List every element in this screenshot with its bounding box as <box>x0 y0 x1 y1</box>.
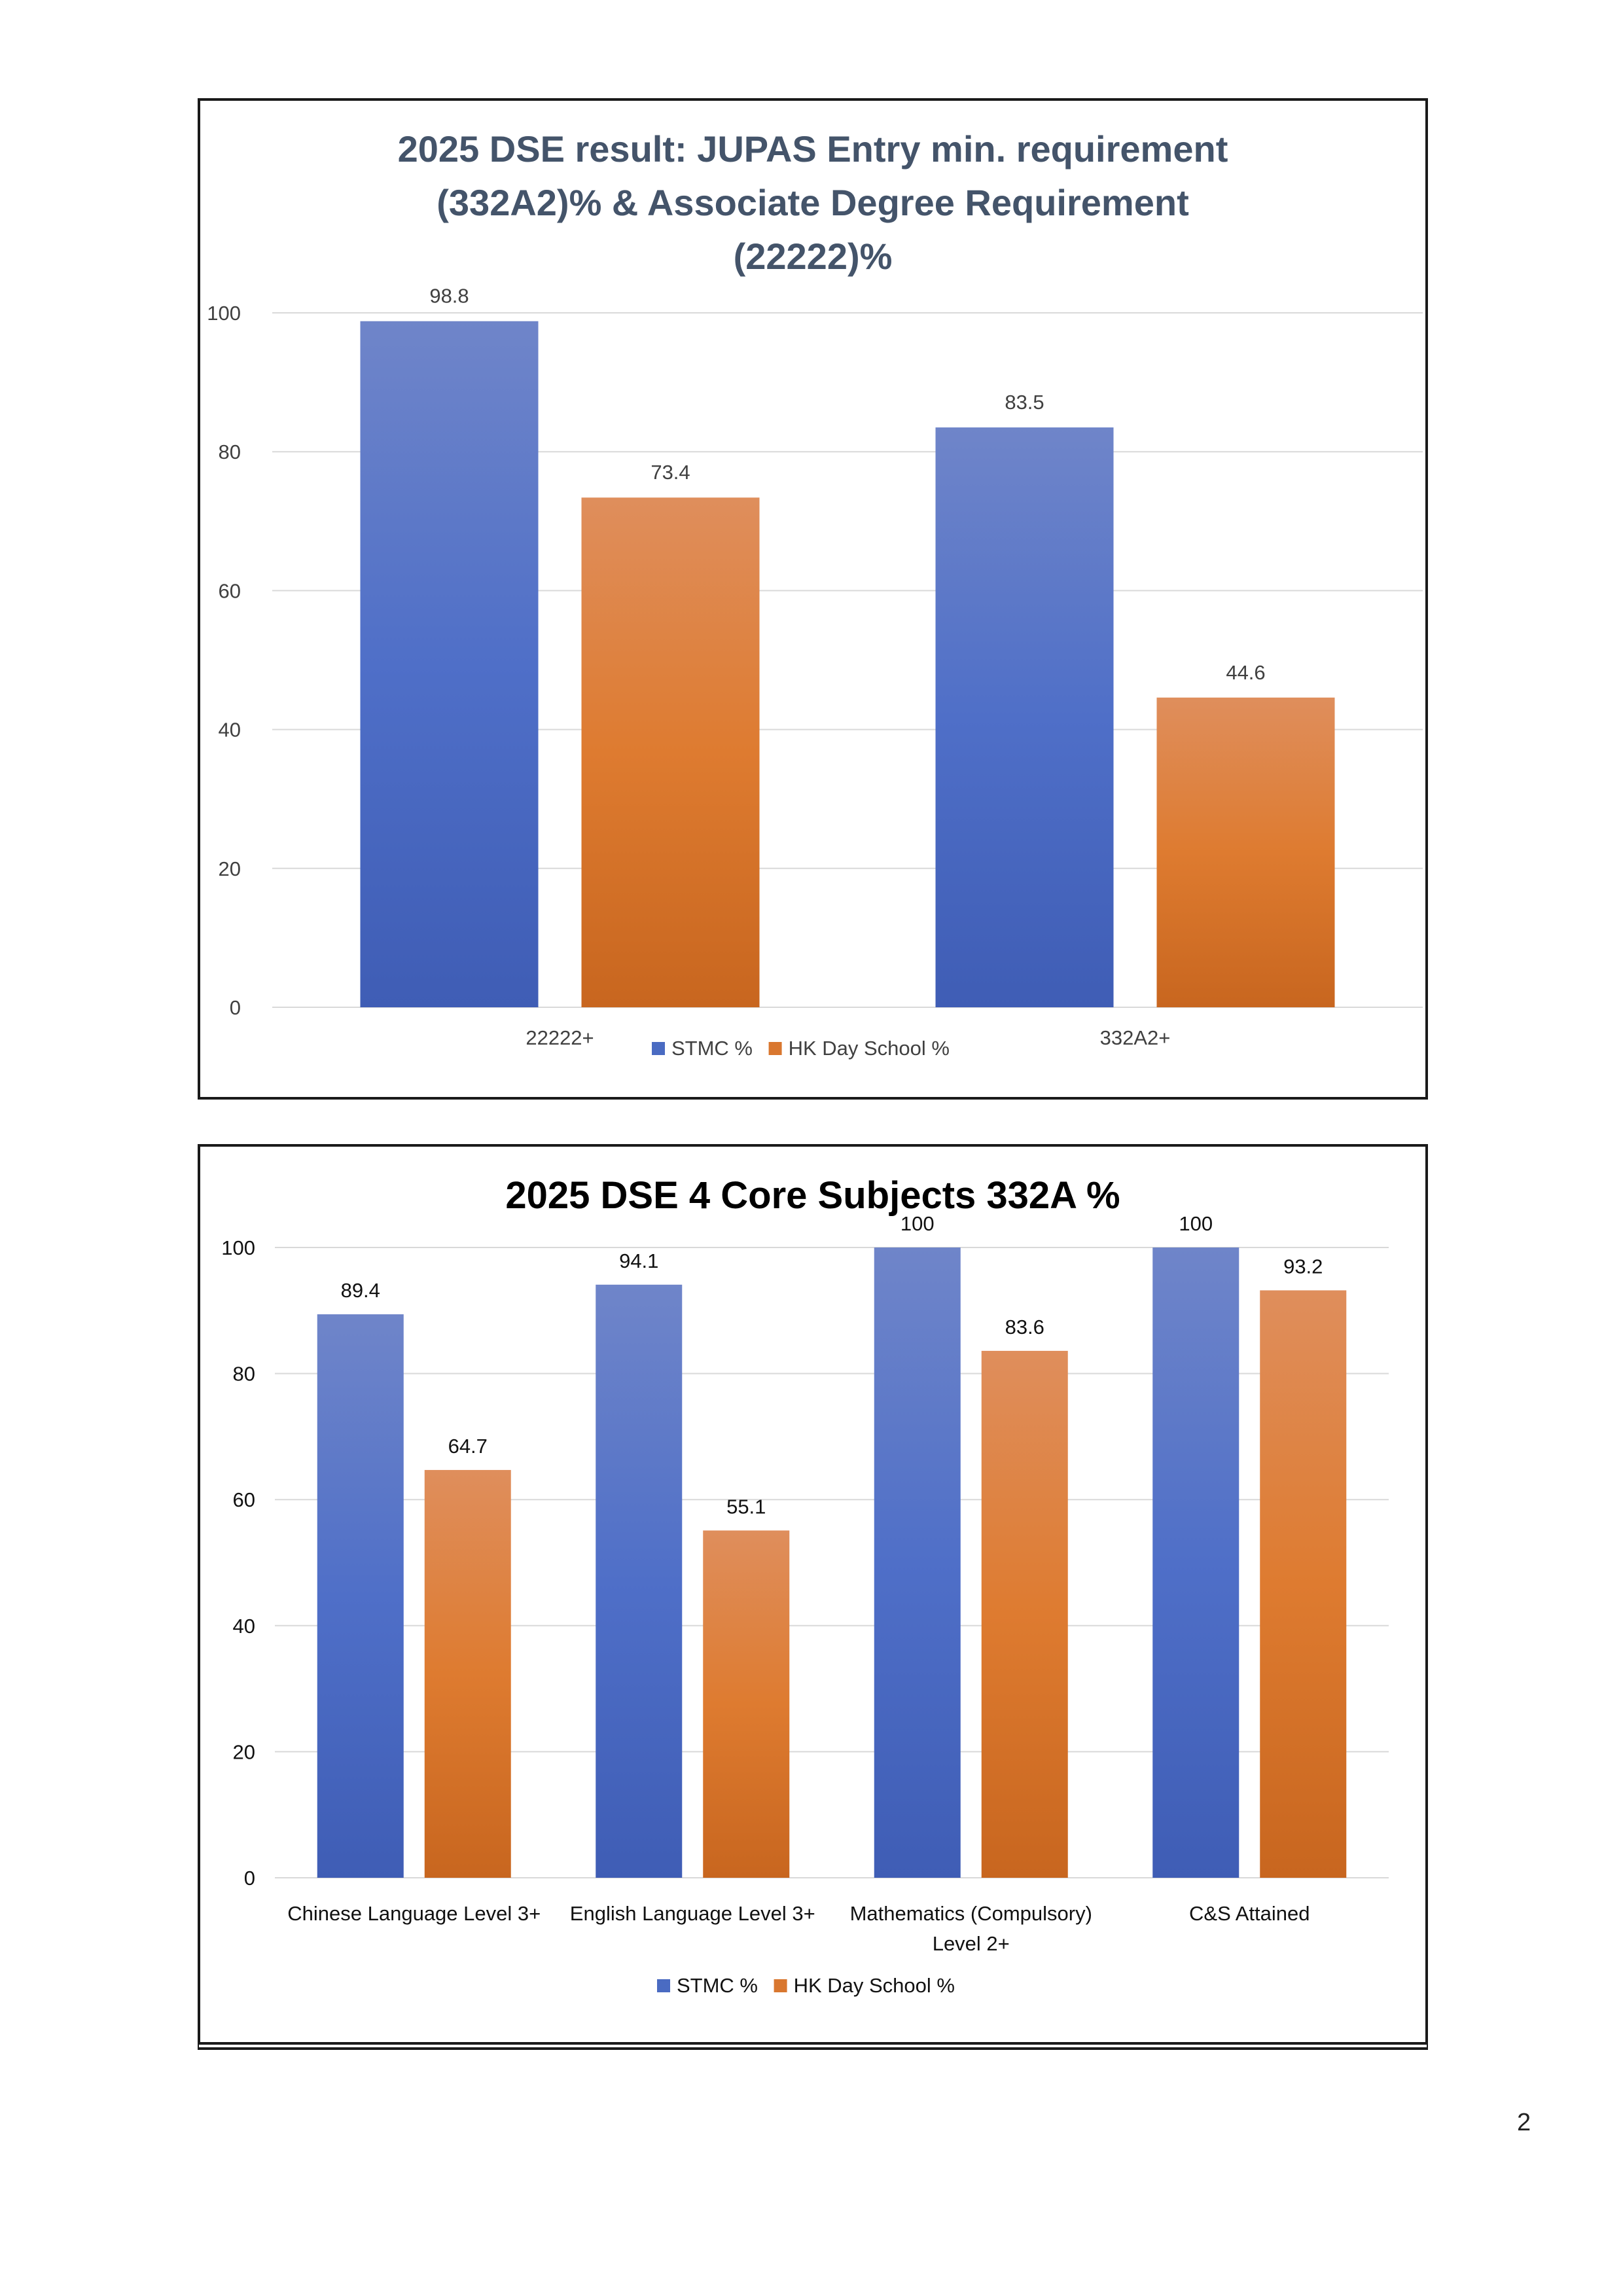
y-tick-label: 80 <box>219 440 241 463</box>
data-label: 93.2 <box>1283 1255 1323 1278</box>
data-label: 83.5 <box>1005 391 1044 414</box>
legend-label: STMC % <box>671 1037 753 1060</box>
hk-day-school-bar <box>981 1350 1068 1878</box>
data-label: 98.8 <box>429 285 469 308</box>
x-tick-label: Mathematics (Compulsory) <box>850 1902 1092 1925</box>
y-tick-label: 100 <box>221 1236 255 1259</box>
legend-swatch <box>652 1042 665 1055</box>
y-tick-label: 60 <box>233 1488 255 1511</box>
y-tick-label: 0 <box>244 1867 255 1890</box>
data-label: 94.1 <box>619 1249 658 1272</box>
chart-title: 2025 DSE result: JUPAS Entry min. requir… <box>398 128 1228 170</box>
legend-swatch <box>768 1042 782 1055</box>
chart-title: (22222)% <box>734 236 893 277</box>
legend-swatch <box>774 1979 787 1992</box>
hk-day-school-bar <box>1260 1290 1347 1878</box>
chart-2: 0 20 40 60 80 100 89.4 94.1 100 100 64.7 55.1 83.6 9… <box>221 1174 1389 1997</box>
x-tick-label: 332A2+ <box>1100 1026 1171 1049</box>
legend-swatch <box>657 1979 670 1992</box>
x-tick-label: Level 2+ <box>933 1932 1010 1955</box>
chart-1-frame: 0 20 40 60 80 100 98.8 83.5 73.4 44.6 22222+ 332A… <box>198 98 1428 1100</box>
stmc-bar <box>1152 1247 1240 1878</box>
legend-label: HK Day School % <box>789 1037 950 1060</box>
data-label: 64.7 <box>448 1435 488 1458</box>
data-label: 44.6 <box>1226 661 1265 684</box>
hk-day-school-bar <box>581 497 760 1007</box>
y-tick-label: 20 <box>219 857 241 880</box>
data-label: 73.4 <box>651 461 690 484</box>
chart-1: 0 20 40 60 80 100 98.8 83.5 73.4 44.6 22222+ 332A… <box>207 128 1423 1060</box>
y-tick-label: 60 <box>219 579 241 602</box>
legend-label: STMC % <box>677 1974 758 1997</box>
hk-day-school-bar <box>703 1530 790 1878</box>
data-label: 55.1 <box>726 1495 766 1518</box>
y-tick-label: 80 <box>233 1363 255 1386</box>
chart-title: 2025 DSE 4 Core Subjects 332A % <box>505 1174 1120 1217</box>
stmc-bar <box>317 1314 404 1878</box>
y-tick-label: 40 <box>233 1615 255 1638</box>
data-label: 83.6 <box>1005 1316 1044 1338</box>
y-tick-label: 20 <box>233 1740 255 1763</box>
y-tick-label: 0 <box>230 996 241 1019</box>
x-tick-label: Chinese Language Level 3+ <box>287 1902 541 1925</box>
data-label: 89.4 <box>341 1279 380 1302</box>
hk-day-school-bar <box>424 1469 511 1878</box>
stmc-bar <box>360 321 539 1008</box>
data-label: 100 <box>1179 1212 1213 1235</box>
chart-2-frame: 0 20 40 60 80 100 89.4 94.1 100 100 64.7 55.1 83.6 9… <box>198 1144 1428 2045</box>
stmc-bar <box>596 1284 683 1878</box>
page-number: 2 <box>1517 2109 1531 2136</box>
stmc-bar <box>935 427 1114 1007</box>
y-tick-label: 100 <box>207 302 241 325</box>
y-tick-label: 40 <box>219 719 241 742</box>
chart-title: (332A2)% & Associate Degree Requirement <box>437 182 1188 223</box>
legend-label: HK Day School % <box>794 1974 955 1997</box>
data-label: 100 <box>901 1212 935 1235</box>
x-tick-label: 22222+ <box>526 1026 594 1049</box>
x-tick-label: English Language Level 3+ <box>570 1902 815 1925</box>
stmc-bar <box>874 1247 961 1878</box>
hk-day-school-bar <box>1156 697 1335 1007</box>
x-tick-label: C&S Attained <box>1189 1902 1310 1925</box>
